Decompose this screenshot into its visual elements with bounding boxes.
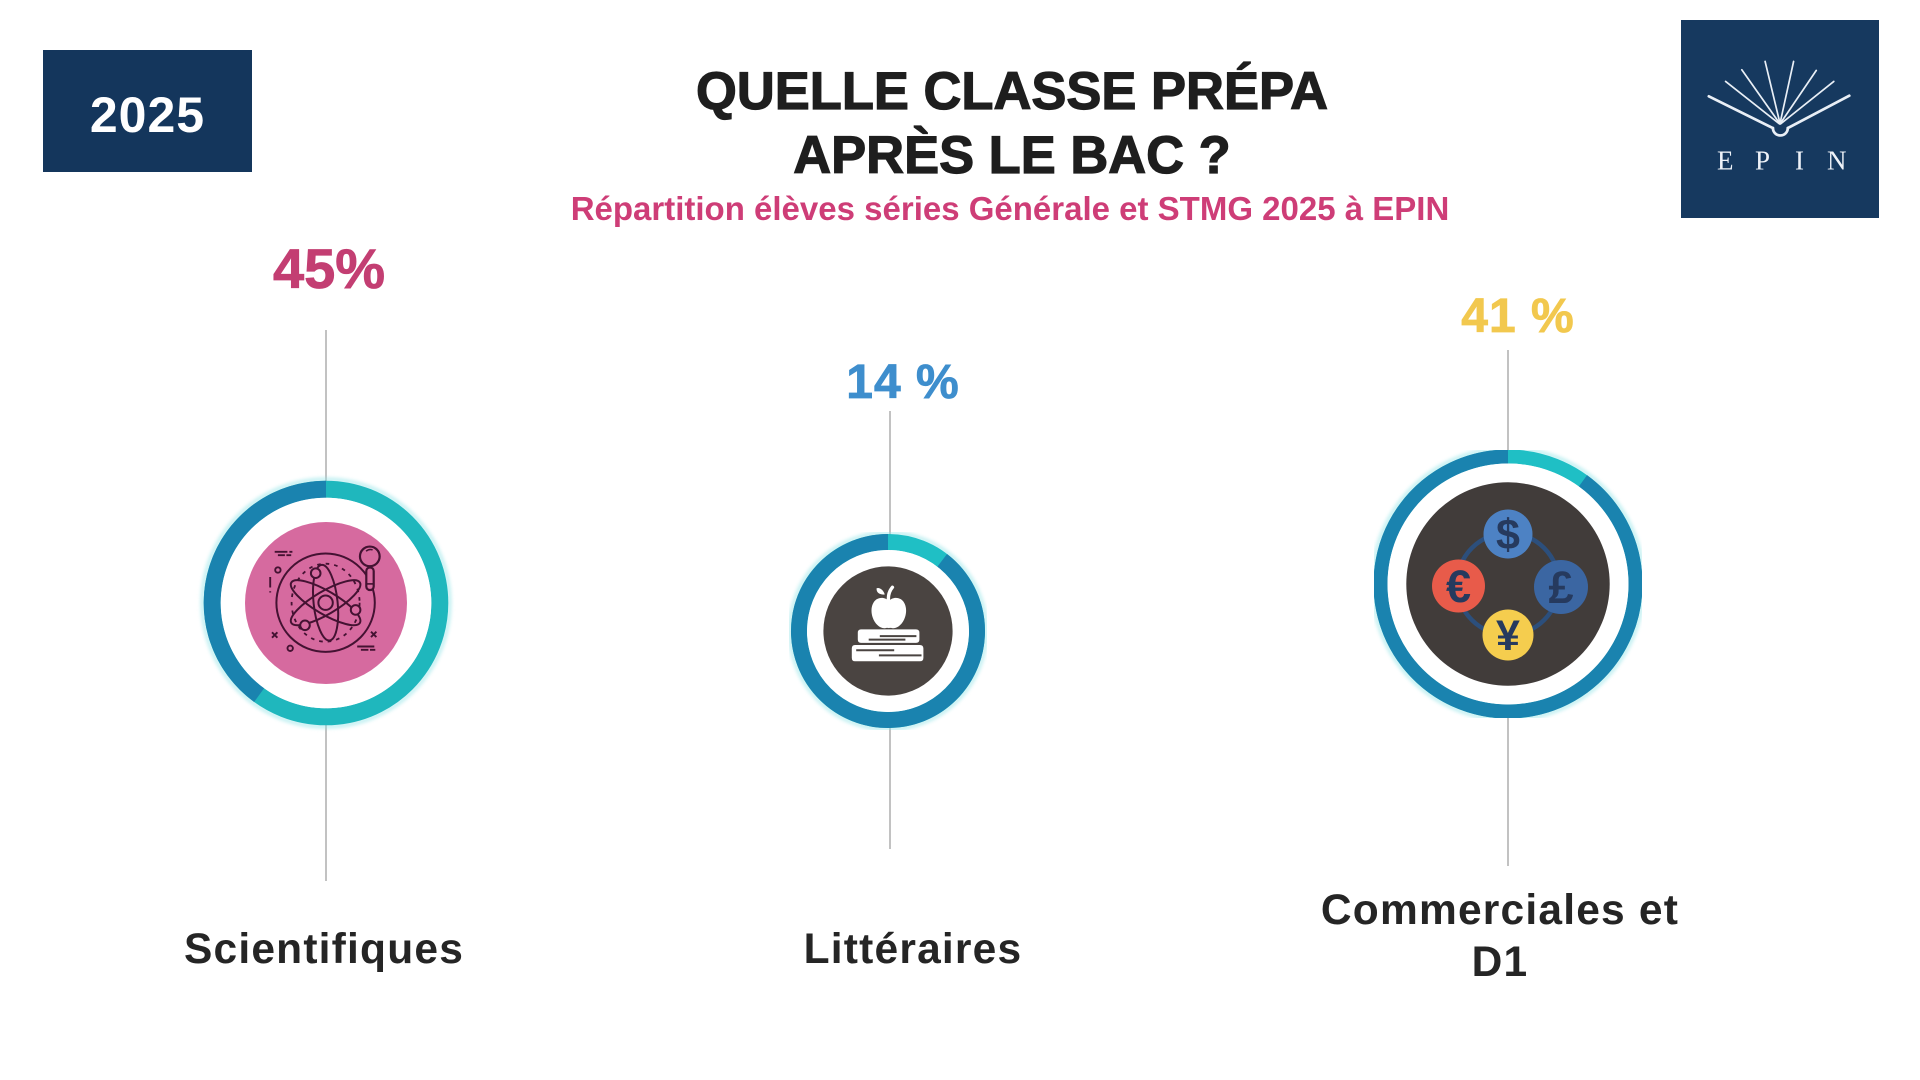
svg-text:I: I bbox=[1795, 146, 1804, 176]
svg-text:¥: ¥ bbox=[1496, 612, 1520, 660]
svg-text:£: £ bbox=[1548, 562, 1573, 613]
svg-text:N: N bbox=[1827, 146, 1847, 176]
svg-text:€: € bbox=[1446, 561, 1471, 612]
svg-text:P: P bbox=[1755, 146, 1770, 176]
svg-text:E: E bbox=[1717, 146, 1734, 176]
svg-text:$: $ bbox=[1496, 511, 1520, 559]
